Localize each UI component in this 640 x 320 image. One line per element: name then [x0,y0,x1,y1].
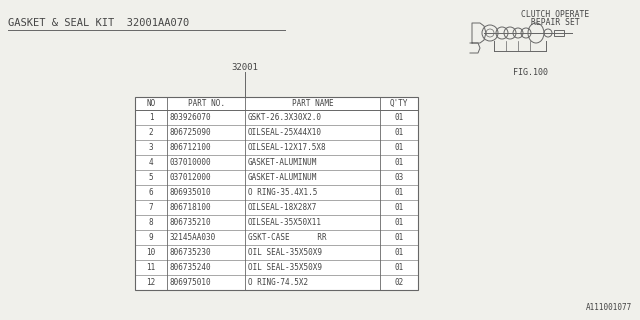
Text: 806735230: 806735230 [170,248,212,257]
Text: 9: 9 [148,233,154,242]
Text: GSKT-26.3X30X2.0: GSKT-26.3X30X2.0 [248,113,322,122]
Text: 806718100: 806718100 [170,203,212,212]
Text: O RING-35.4X1.5: O RING-35.4X1.5 [248,188,317,197]
Text: 2: 2 [148,128,154,137]
Text: 806725090: 806725090 [170,128,212,137]
Bar [135,97,418,290]
Text: 8: 8 [148,218,154,227]
Text: 01: 01 [394,218,404,227]
Text: GSKT-CASE      RR: GSKT-CASE RR [248,233,326,242]
Text: Q'TY: Q'TY [390,99,408,108]
Text: 11: 11 [147,263,156,272]
Text: 803926070: 803926070 [170,113,212,122]
Text: 037012000: 037012000 [170,173,212,182]
Text: 10: 10 [147,248,156,257]
Text: 01: 01 [394,143,404,152]
Text: 806735240: 806735240 [170,263,212,272]
Text: 32145AA030: 32145AA030 [170,233,216,242]
Text: 01: 01 [394,188,404,197]
Text: OILSEAL-35X50X11: OILSEAL-35X50X11 [248,218,322,227]
Text: 03: 03 [394,173,404,182]
Text: 12: 12 [147,278,156,287]
Text: FIG.100: FIG.100 [513,68,547,77]
Text: CLUTCH OPERATE: CLUTCH OPERATE [521,10,589,19]
Text: GASKET-ALUMINUM: GASKET-ALUMINUM [248,158,317,167]
Text: 01: 01 [394,233,404,242]
Text: 806712100: 806712100 [170,143,212,152]
Text: OIL SEAL-35X50X9: OIL SEAL-35X50X9 [248,248,322,257]
Text: PART NAME: PART NAME [292,99,333,108]
Text: 01: 01 [394,158,404,167]
Text: 01: 01 [394,248,404,257]
Text: 037010000: 037010000 [170,158,212,167]
Text: OILSEAL-25X44X10: OILSEAL-25X44X10 [248,128,322,137]
Text: 01: 01 [394,203,404,212]
Text: O RING-74.5X2: O RING-74.5X2 [248,278,308,287]
Text: 5: 5 [148,173,154,182]
Text: 01: 01 [394,263,404,272]
Text: 02: 02 [394,278,404,287]
Text: 4: 4 [148,158,154,167]
Text: OILSEAL-12X17.5X8: OILSEAL-12X17.5X8 [248,143,326,152]
Text: 01: 01 [394,113,404,122]
Text: 3: 3 [148,143,154,152]
Text: OIL SEAL-35X50X9: OIL SEAL-35X50X9 [248,263,322,272]
Text: REPAIR SET: REPAIR SET [531,18,579,27]
Text: GASKET-ALUMINUM: GASKET-ALUMINUM [248,173,317,182]
Text: 806975010: 806975010 [170,278,212,287]
Text: GASKET & SEAL KIT  32001AA070: GASKET & SEAL KIT 32001AA070 [8,18,189,28]
Text: 6: 6 [148,188,154,197]
Text: OILSEAL-18X28X7: OILSEAL-18X28X7 [248,203,317,212]
Text: 806735210: 806735210 [170,218,212,227]
Text: PART NO.: PART NO. [188,99,225,108]
Text: 806935010: 806935010 [170,188,212,197]
Text: 1: 1 [148,113,154,122]
Text: NO: NO [147,99,156,108]
Text: 7: 7 [148,203,154,212]
Text: 32001: 32001 [232,63,259,72]
Text: A111001077: A111001077 [586,303,632,312]
Text: 01: 01 [394,128,404,137]
Bar [554,30,564,36]
